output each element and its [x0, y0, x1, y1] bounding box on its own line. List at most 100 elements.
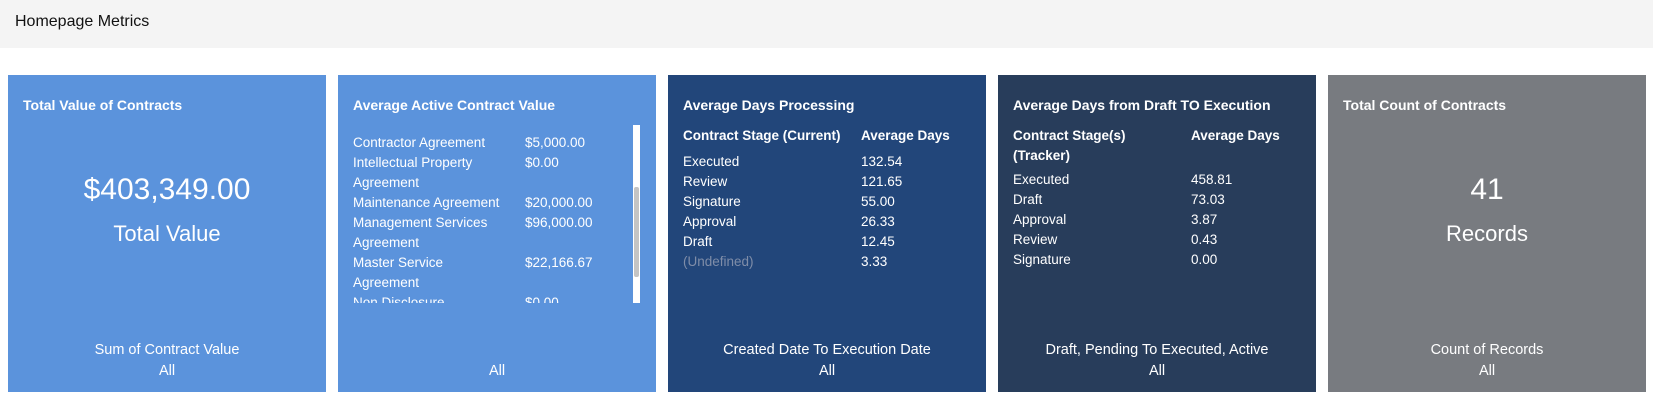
- tile-footer: Sum of Contract Value All: [8, 340, 326, 382]
- column-header-stage: Contract Stage (Current): [683, 128, 841, 143]
- tile-footer: Count of Records All: [1328, 340, 1646, 382]
- contract-type-name: Agreement: [353, 275, 420, 290]
- average-days-value: 132.54: [861, 154, 903, 169]
- contract-value-list[interactable]: Contractor Agreement $5,000.00 Intellectua…: [353, 123, 638, 303]
- footer-description: Sum of Contract Value: [94, 342, 240, 358]
- contract-type-value: $0.00: [525, 155, 559, 170]
- list-item: [353, 123, 631, 133]
- average-days-value: 12.45: [861, 234, 895, 249]
- average-days-value: 3.33: [861, 254, 888, 269]
- contract-type-value: $0.00: [525, 295, 559, 303]
- contract-type-name: Contractor Agreement: [353, 135, 486, 150]
- column-header-stage: Contract Stage(s) (Tracker): [1013, 126, 1191, 166]
- column-header-stage-line1: Contract Stage(s): [1013, 128, 1126, 143]
- table-row: Draft 12.45: [683, 232, 976, 252]
- tile-average-days-processing[interactable]: Average Days Processing Contract Stage (…: [668, 75, 986, 392]
- footer-description: Draft, Pending To Executed, Active: [1045, 342, 1269, 358]
- table-row: Signature 0.00: [1013, 250, 1306, 270]
- days-processing-table: Contract Stage (Current) Average Days Ex…: [683, 126, 976, 272]
- tile-average-active-contract-value[interactable]: Average Active Contract Value Contractor…: [338, 75, 656, 392]
- footer-filter: All: [1148, 363, 1166, 379]
- list-item: Intellectual Property $0.00: [353, 153, 631, 173]
- contract-type-name: Intellectual Property: [353, 155, 473, 170]
- stage-name: Executed: [1013, 172, 1070, 187]
- list-item: Maintenance Agreement $20,000.00: [353, 193, 631, 213]
- column-header-days: Average Days: [1191, 128, 1280, 143]
- contract-type-name: Master Service: [353, 255, 444, 270]
- stage-name: Review: [1013, 232, 1058, 247]
- contract-type-value: $5,000.00: [525, 135, 586, 150]
- total-value-number: $403,349.00: [83, 173, 251, 206]
- table-header: Contract Stage(s) (Tracker) Average Days: [1013, 126, 1306, 166]
- tile-total-value[interactable]: Total Value of Contracts $403,349.00 Tot…: [8, 75, 326, 392]
- table-row: Executed 132.54: [683, 152, 976, 172]
- stage-name: Executed: [683, 154, 740, 169]
- average-days-value: 0.00: [1191, 252, 1218, 267]
- stage-name: Draft: [683, 234, 713, 249]
- stage-name: Signature: [1013, 252, 1071, 267]
- contract-value-rows: Contractor Agreement $5,000.00 Intellectua…: [353, 123, 631, 303]
- contract-type-value: [525, 233, 631, 253]
- average-days-value: 26.33: [861, 214, 895, 229]
- tile-title: Average Days from Draft TO Execution: [1013, 97, 1271, 113]
- average-days-value: 458.81: [1191, 172, 1233, 187]
- stage-name: Approval: [683, 214, 737, 229]
- contract-type-value: $22,166.67: [525, 255, 593, 270]
- total-count-label: Records: [1446, 221, 1528, 246]
- tile-draft-to-execution[interactable]: Average Days from Draft TO Execution Con…: [998, 75, 1316, 392]
- table-row: Approval 26.33: [683, 212, 976, 232]
- contract-type-name: Management Services: [353, 215, 488, 230]
- stage-name: (Undefined): [683, 254, 754, 269]
- table-row: (Undefined) 3.33: [683, 252, 976, 272]
- total-count-number: 41: [1470, 173, 1504, 206]
- contract-type-value: $20,000.00: [525, 195, 593, 210]
- stage-name: Approval: [1013, 212, 1067, 227]
- table-row: Executed 458.81: [1013, 170, 1306, 190]
- list-item: Management Services $96,000.00: [353, 213, 631, 233]
- column-header-days: Average Days: [861, 128, 950, 143]
- list-item: Master Service $22,166.67: [353, 253, 631, 273]
- table-row: Approval 3.87: [1013, 210, 1306, 230]
- page-header: Homepage Metrics: [0, 0, 1653, 48]
- table-row: Signature 55.00: [683, 192, 976, 212]
- table-row: Draft 73.03: [1013, 190, 1306, 210]
- list-item: Agreement: [353, 273, 631, 293]
- contract-type-name: Non Disclosure: [353, 295, 445, 303]
- list-item: Agreement: [353, 173, 631, 193]
- scrollbar[interactable]: [633, 125, 640, 303]
- list-item: Contractor Agreement $5,000.00: [353, 133, 631, 153]
- contract-type-value: [525, 173, 631, 193]
- stage-name: Draft: [1013, 192, 1043, 207]
- contract-type-name: Agreement: [353, 175, 420, 190]
- tile-title: Total Value of Contracts: [23, 97, 183, 113]
- tile-footer: Created Date To Execution Date All: [668, 340, 986, 382]
- table-body: Executed 458.81 Draft 73.03 Approval 3.87 Revi…: [1013, 170, 1306, 270]
- table-body: Executed 132.54 Review 121.65 Signature 55.00…: [683, 152, 976, 272]
- tile-footer: Draft, Pending To Executed, Active All: [998, 340, 1316, 382]
- average-days-value: 121.65: [861, 174, 903, 189]
- page-title: Homepage Metrics: [15, 13, 150, 30]
- tile-title: Average Days Processing: [683, 97, 855, 113]
- footer-description: Created Date To Execution Date: [723, 342, 931, 358]
- footer-filter: All: [818, 363, 836, 379]
- stage-name: Signature: [683, 194, 741, 209]
- table-row: Review 0.43: [1013, 230, 1306, 250]
- list-item: Non Disclosure $0.00: [353, 293, 631, 303]
- contract-type-name: Agreement: [353, 235, 420, 250]
- footer-description: Count of Records: [1430, 342, 1544, 358]
- footer-filter: All: [158, 363, 176, 379]
- scrollbar-thumb[interactable]: [634, 187, 639, 277]
- tile-total-count[interactable]: Total Count of Contracts 41 Records Coun…: [1328, 75, 1646, 392]
- column-header-stage-line2: (Tracker): [1013, 148, 1071, 163]
- contract-type-value: $96,000.00: [525, 215, 593, 230]
- contract-type-value: [525, 273, 631, 293]
- tile-title: Total Count of Contracts: [1343, 97, 1507, 113]
- total-value-label: Total Value: [113, 221, 221, 246]
- table-row: Review 121.65: [683, 172, 976, 192]
- draft-execution-table: Contract Stage(s) (Tracker) Average Days…: [1013, 126, 1306, 270]
- footer-filter: All: [488, 363, 506, 379]
- contract-type-name: Maintenance Agreement: [353, 195, 500, 210]
- average-days-value: 3.87: [1191, 212, 1218, 227]
- average-days-value: 55.00: [861, 194, 895, 209]
- tile-footer: All: [338, 361, 656, 382]
